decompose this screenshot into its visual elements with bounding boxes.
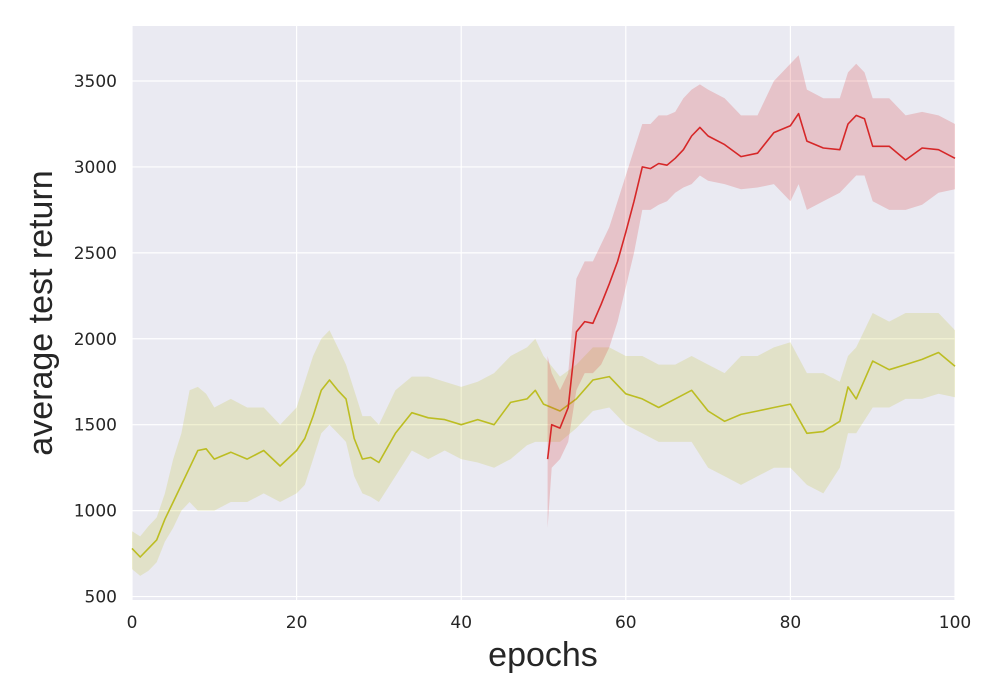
x-tick-label: 60 xyxy=(615,613,637,633)
grid xyxy=(131,26,956,600)
series-1-confidence-band xyxy=(547,55,955,528)
plot-background xyxy=(132,26,955,600)
series-0-line xyxy=(131,351,956,558)
x-tick-label: 100 xyxy=(939,613,971,633)
series-0-confidence-band xyxy=(132,313,955,576)
y-tick-label: 1500 xyxy=(74,416,117,436)
x-ticks: 0 20 40 60 80 100 xyxy=(127,613,972,633)
x-tick-label: 80 xyxy=(780,613,802,633)
y-tick-label: 2500 xyxy=(74,244,117,264)
y-tick-label: 3500 xyxy=(74,72,117,92)
y-axis-label: average test return xyxy=(22,170,60,455)
y-tick-label: 1000 xyxy=(74,502,117,522)
x-tick-label: 0 xyxy=(127,613,138,633)
y-tick-label: 3000 xyxy=(74,158,117,178)
series-1-line xyxy=(546,112,956,460)
x-tick-label: 40 xyxy=(450,613,472,633)
x-axis-label: epochs xyxy=(488,636,598,674)
y-tick-label: 2000 xyxy=(74,330,117,350)
y-tick-label: 500 xyxy=(85,588,117,608)
x-tick-label: 20 xyxy=(286,613,308,633)
series-layer xyxy=(131,55,956,576)
y-ticks: 500 1000 1500 2000 2500 3000 3500 xyxy=(74,72,117,608)
